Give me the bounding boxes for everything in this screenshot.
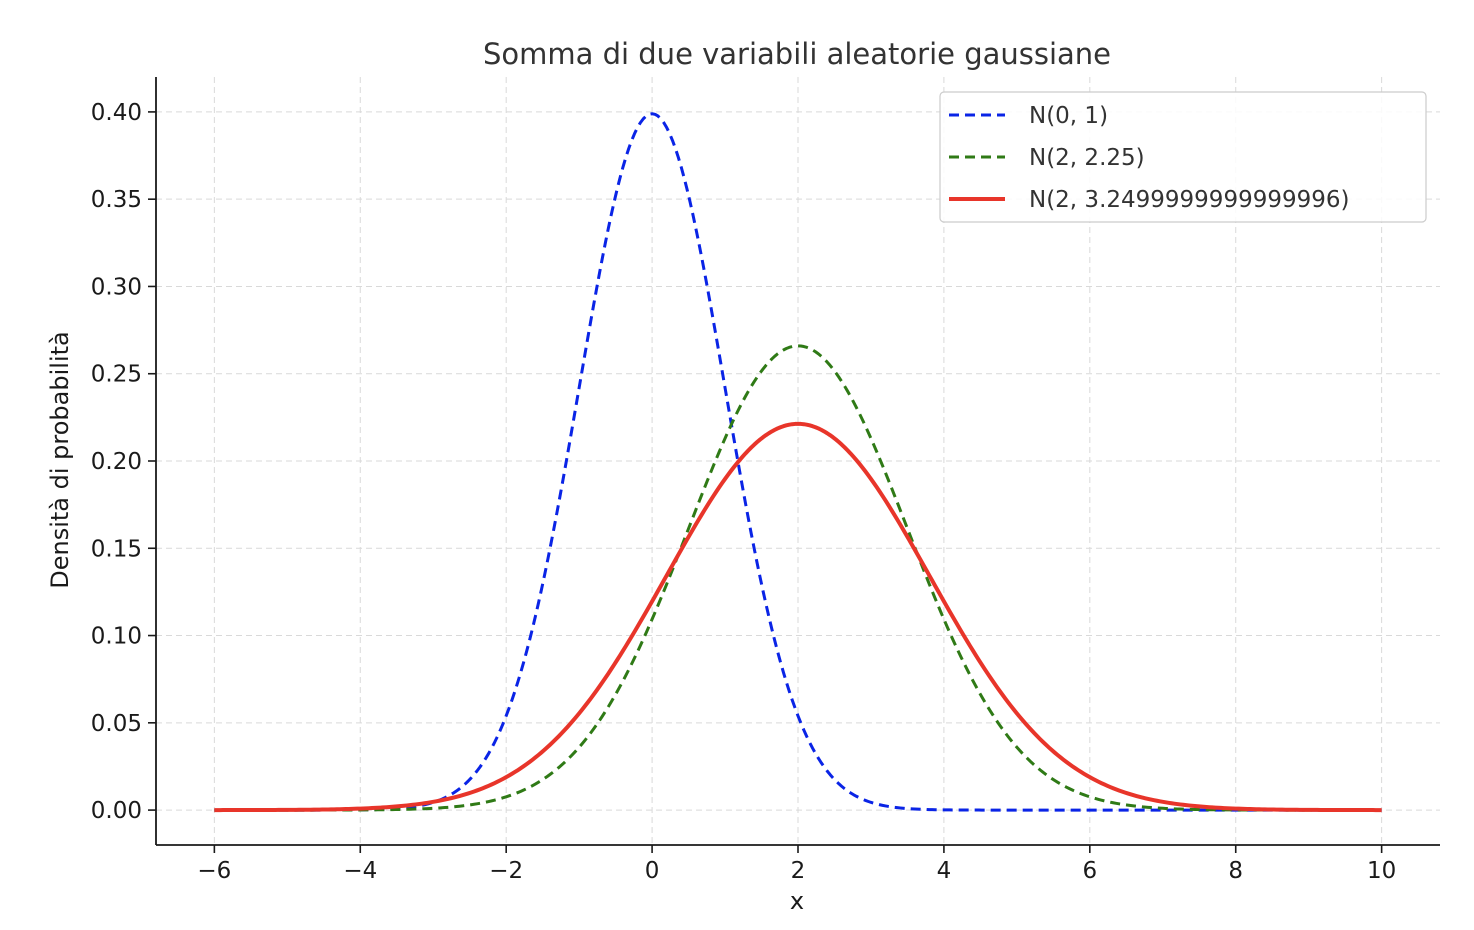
legend-box [939, 91, 1427, 223]
legend: N(0, 1) N(2, 2.25) N(2, 3.2499999999999996… [939, 91, 1427, 223]
y-tick-label-8: 0.40 [91, 100, 142, 126]
y-axis-title: Densità di probabilità [46, 331, 74, 588]
y-tick-label-3: 0.15 [91, 536, 142, 562]
series-line-2 [214, 421, 1382, 813]
x-tick-label-4: 2 [791, 858, 806, 884]
x-axis-title: x [790, 887, 804, 915]
chart-title: Somma di due variabili aleatorie gaussia… [483, 37, 1111, 71]
legend-label-0: N(0, 1) [1029, 103, 1108, 129]
x-tick-label-8: 10 [1367, 858, 1396, 884]
legend-label-1: N(2, 2.25) [1029, 145, 1145, 171]
series-line-0 [214, 112, 1382, 812]
x-tick-label-6: 6 [1082, 858, 1097, 884]
x-tick-label-3: 0 [645, 858, 660, 884]
legend-label-2: N(2, 3.2499999999999996) [1029, 187, 1349, 213]
y-tick-label-2: 0.10 [91, 624, 142, 650]
y-tick-label-7: 0.35 [91, 187, 142, 213]
x-tick-label-0: −6 [197, 858, 231, 884]
y-tick-label-1: 0.05 [91, 711, 142, 737]
x-tick-label-7: 8 [1228, 858, 1243, 884]
series-line-1 [214, 344, 1382, 812]
y-tick-label-0: 0.00 [91, 798, 142, 824]
x-tick-label-2: −2 [489, 858, 523, 884]
x-tick-label-1: −4 [343, 858, 377, 884]
y-tick-label-5: 0.25 [91, 362, 142, 388]
y-tick-label-4: 0.20 [91, 449, 142, 475]
y-tick-label-6: 0.30 [91, 274, 142, 300]
x-tick-label-5: 4 [937, 858, 952, 884]
series-layer [214, 112, 1382, 813]
ticks: −6 −4 −2 0 2 4 6 8 10 0.00 0.05 0.10 0.15 0.20 0.25 0.3… [91, 100, 1396, 884]
